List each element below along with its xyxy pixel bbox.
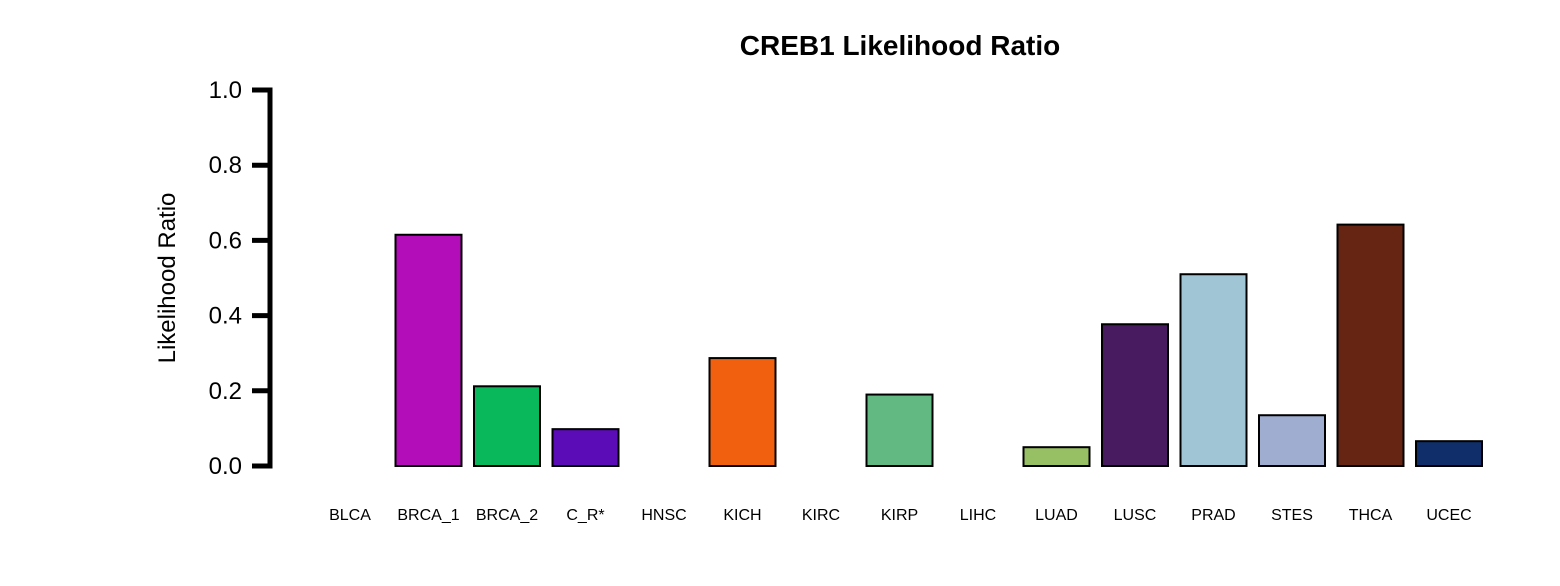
bar-kich [708,357,777,468]
x-tick-label: PRAD [1191,507,1235,524]
bar-thca [1336,223,1405,467]
x-tick-label: BLCA [329,507,371,524]
x-axis-labels: BLCA BRCA_1 BRCA_2 C_R* HNSC KICH KIRC KIRP LIHC… [329,507,1472,524]
y-tick-label: 0.4 [209,303,242,330]
bars-group [394,223,1483,468]
y-tick-label: 0.8 [209,152,242,179]
bar-c-r [551,428,620,468]
x-tick-label: UCEC [1426,507,1471,524]
bar-luad [1022,446,1091,468]
y-axis: 0.0 0.2 0.4 0.6 0.8 1.0 [209,77,273,480]
x-tick-label: BRCA_1 [397,507,459,524]
x-tick-label: STES [1271,507,1313,524]
y-tick-label: 0.2 [209,378,242,405]
bar-prad [1179,273,1248,467]
bar-brca-2 [473,385,541,467]
y-axis-label: Likelihood Ratio [154,193,181,364]
x-tick-label: BRCA_2 [476,507,538,524]
x-tick-label: LIHC [960,507,996,524]
bar-ucec [1415,440,1483,467]
x-tick-label: LUAD [1035,507,1078,524]
y-tick-label: 1.0 [209,77,242,104]
bar-kirp [865,393,934,467]
bar-brca-1 [394,233,463,467]
x-tick-label: HNSC [641,507,686,524]
x-tick-label: KIRC [802,507,840,524]
y-tick-label: 0.6 [209,227,242,254]
bar-lusc [1101,323,1169,467]
x-tick-label: THCA [1349,507,1393,524]
x-tick-label: C_R* [566,507,604,524]
x-tick-label: KICH [723,507,761,524]
x-tick-label: LUSC [1114,507,1157,524]
chart-title: CREB1 Likelihood Ratio [740,30,1060,61]
y-tick-label: 0.0 [209,453,242,480]
x-tick-label: KIRP [881,507,918,524]
bar-stes [1258,414,1326,467]
